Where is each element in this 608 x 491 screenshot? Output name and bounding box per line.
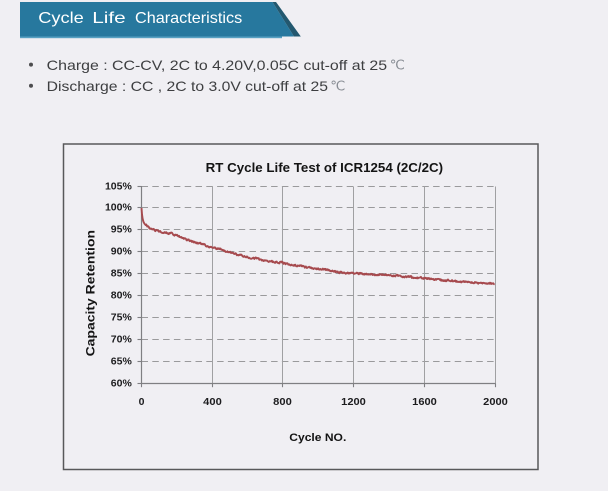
- svg-text:60%: 60%: [111, 378, 133, 390]
- svg-text:RT Cycle Life Test of ICR1254: RT Cycle Life Test of ICR1254 (2C/2C): [206, 160, 443, 175]
- svg-text:105%: 105%: [105, 181, 133, 193]
- svg-text:70%: 70%: [111, 334, 133, 346]
- svg-text:2000: 2000: [483, 396, 508, 408]
- svg-text:75%: 75%: [111, 312, 133, 324]
- svg-text:Characteristics: Characteristics: [135, 10, 242, 27]
- svg-text:100%: 100%: [105, 202, 133, 214]
- svg-text:℃: ℃: [390, 58, 405, 73]
- svg-text:Cycle: Cycle: [38, 8, 84, 27]
- svg-text:85%: 85%: [111, 268, 133, 280]
- svg-text:1200: 1200: [341, 396, 366, 408]
- svg-text:Discharge : CC , 2C to 3.0V c: Discharge : CC , 2C to 3.0V cut-off at 2…: [47, 78, 329, 94]
- svg-text:0: 0: [139, 396, 145, 408]
- svg-text:Cycle NO.: Cycle NO.: [289, 432, 346, 444]
- svg-text:1600: 1600: [412, 396, 437, 408]
- svg-text:90%: 90%: [111, 246, 133, 258]
- svg-text:℃: ℃: [330, 79, 345, 94]
- svg-text:80%: 80%: [111, 290, 133, 302]
- svg-text:Life: Life: [92, 8, 126, 26]
- svg-text:65%: 65%: [111, 356, 133, 368]
- svg-text:Capacity Retention: Capacity Retention: [84, 230, 98, 356]
- svg-text:95%: 95%: [111, 224, 133, 236]
- svg-text:800: 800: [273, 396, 292, 408]
- svg-text:400: 400: [203, 396, 222, 408]
- svg-text:Charge : CC-CV, 2C to 4.20V,0: Charge : CC-CV, 2C to 4.20V,0.05C cut-of…: [47, 57, 388, 73]
